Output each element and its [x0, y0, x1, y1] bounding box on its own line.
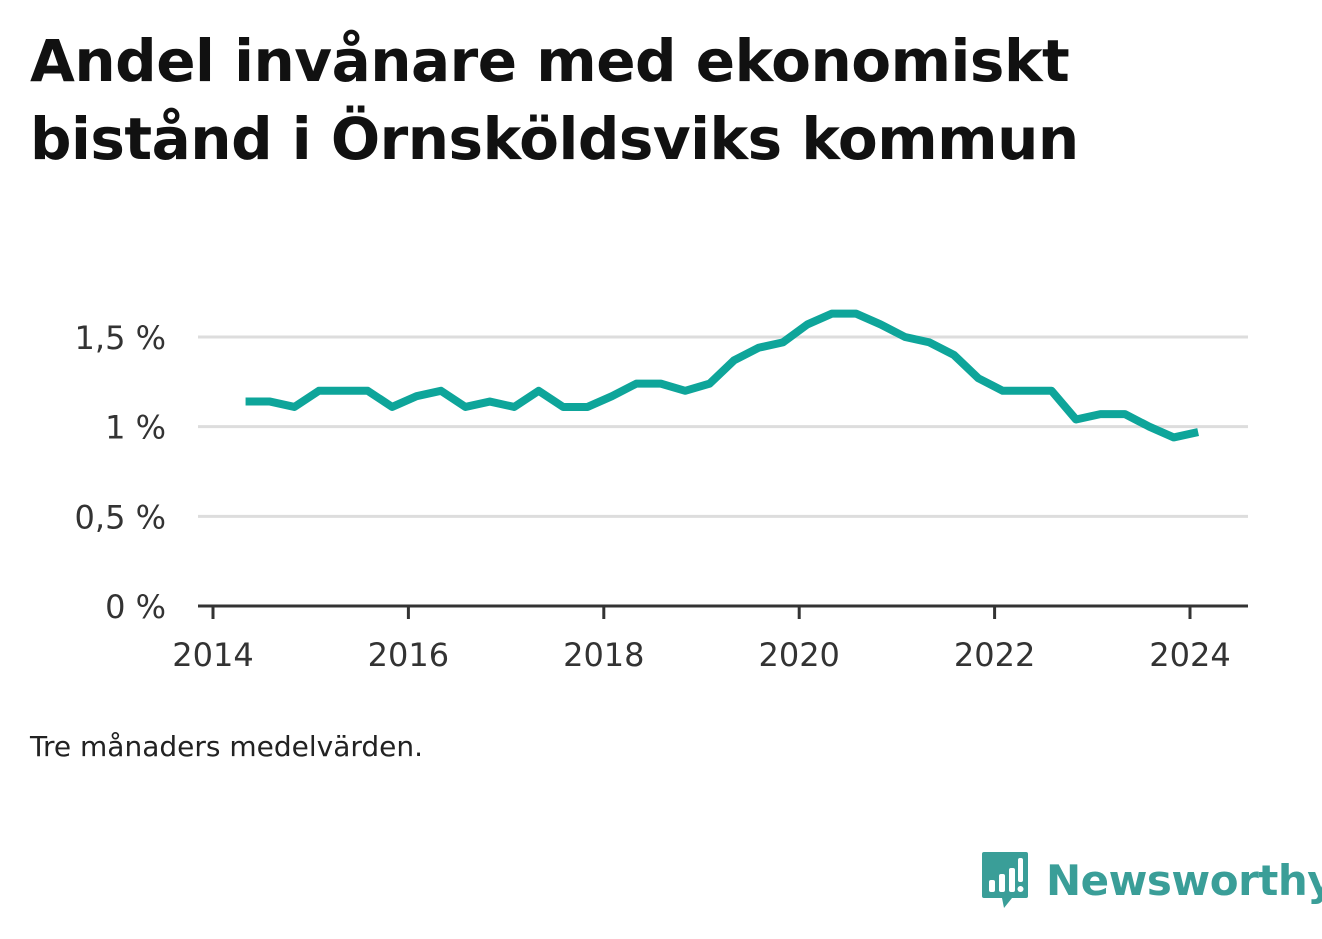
- x-tick-label: 2022: [954, 636, 1035, 674]
- y-tick-labels: 0 % 0,5 % 1 % 1,5 %: [75, 319, 166, 626]
- x-tick-label: 2018: [563, 636, 644, 674]
- series: [245, 309, 1200, 442]
- y-tick-label: 1,5 %: [75, 319, 166, 357]
- series-line: [245, 309, 1200, 442]
- x-tick-label: 2020: [758, 636, 839, 674]
- x-ticks: 2014 2016 2018 2020 2022 2024: [172, 606, 1231, 674]
- bar-chart-speech-bubble-icon: [982, 852, 1028, 908]
- x-tick-label: 2014: [172, 636, 253, 674]
- chart-note: Tre månaders medelvärden.: [30, 730, 424, 763]
- newsworthy-logo: Newsworthy: [980, 850, 1322, 910]
- y-tick-label: 0,5 %: [75, 498, 166, 536]
- gridlines: [198, 335, 1248, 518]
- y-tick-label: 0 %: [105, 588, 166, 626]
- chart-title: Andel invånare med ekonomiskt bistånd i …: [30, 27, 1079, 173]
- brand-name: Newsworthy: [1046, 855, 1322, 905]
- x-tick-label: 2016: [368, 636, 449, 674]
- y-tick-label: 1 %: [105, 409, 166, 447]
- x-tick-label: 2024: [1149, 636, 1230, 674]
